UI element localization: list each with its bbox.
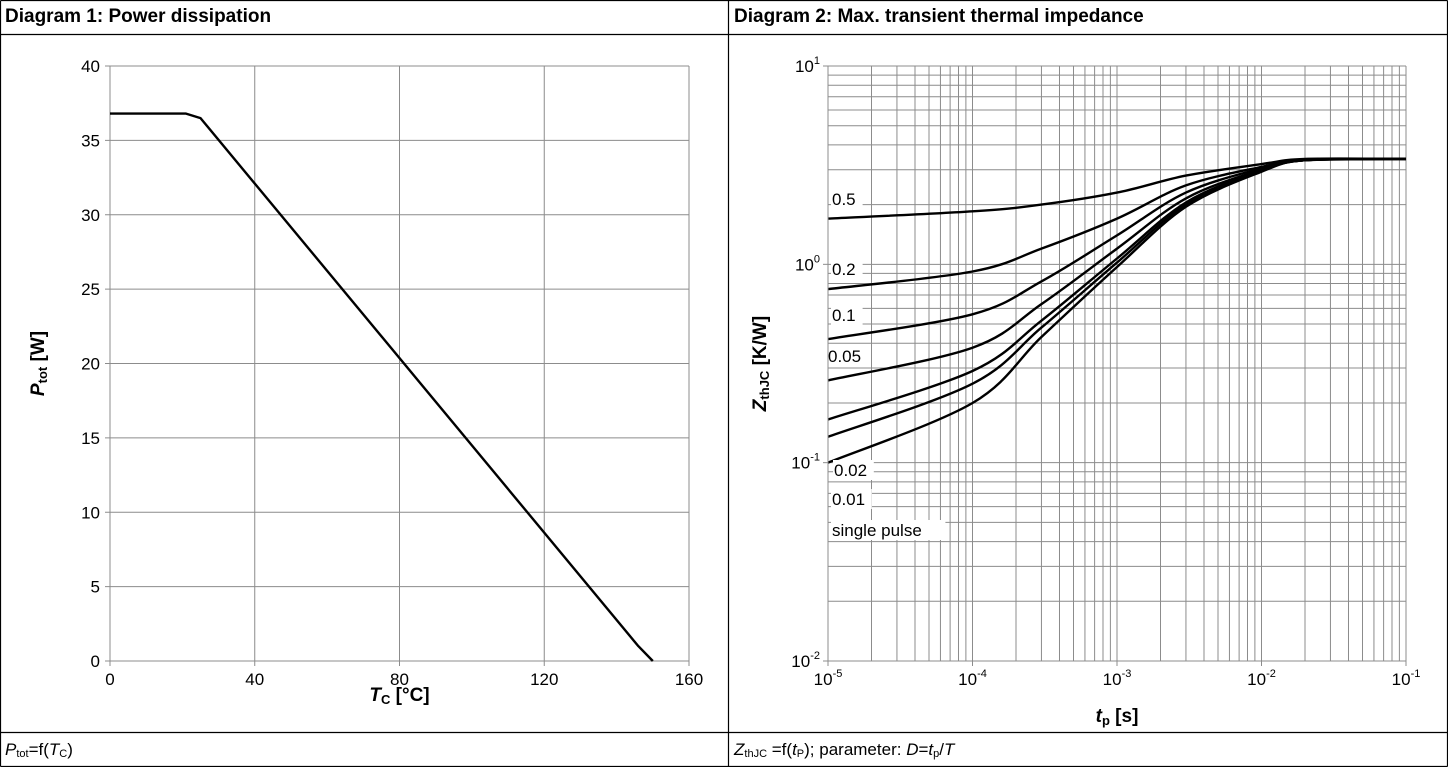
caption2-arg-sub: P [796,748,805,760]
caption2-tvar: t [928,740,934,759]
caption2-dvar: D [906,740,919,759]
chart2-xtick-label: 10-2 [1247,668,1276,689]
caption2-mid: =f( [767,740,793,759]
chart1-xtick-label: 120 [530,670,558,689]
chart1-ytick-label: 25 [81,280,100,299]
diagram2-title: Diagram 2: Max. transient thermal impeda… [734,6,1144,27]
chart2-ytick-base: 10 [795,57,814,76]
chart2-xtick-base: 10 [1103,670,1122,689]
chart2-xtick-exp: -4 [977,668,987,680]
chart2-ytick-base: 10 [795,255,814,274]
chart2-ytick-exp: 0 [814,253,820,265]
chart2-xlabel: tp [s] [1096,706,1139,728]
caption1-end: ) [67,740,73,759]
chart1-ylabel: Ptot [W] [28,331,50,396]
chart2-series-label: 0.1 [832,306,856,325]
chart2-xtick-label: 10-4 [958,668,987,689]
caption2-symbol: Z [734,740,745,759]
chart2-xtick-exp: -3 [1122,668,1132,680]
chart2-ylabel: ZthJC [K/W] [750,316,772,412]
chart2-xlabel-unit: [s] [1110,706,1139,727]
chart2-xtick-base: 10 [1392,670,1411,689]
chart1-ylabel-symbol: P [28,383,49,396]
chart1-ytick-label: 35 [81,131,100,150]
chart1-ytick-label: 40 [81,57,100,76]
chart1-ytick-label: 0 [91,652,100,671]
chart2-ytick-exp: -2 [810,650,820,662]
caption2-slash: / [939,740,944,759]
chart1-ytick-label: 20 [81,355,100,374]
chart2-xtick-base: 10 [814,670,833,689]
chart2-series-label: 0.02 [834,461,867,480]
chart2-ytick-label: 101 [795,55,820,76]
chart2-ylabel-sub: thJC [757,370,772,400]
caption1-arg: T [48,740,60,759]
chart2-ytick-label: 10-1 [791,452,820,473]
chart2-xlabel-sub: p [1102,713,1110,728]
chart1-xtick-label: 160 [675,670,703,689]
chart2-ytick-label: 100 [795,253,820,274]
chart2-xtick-label: 10-3 [1103,668,1132,689]
chart2-series-label-bg [827,346,868,366]
caption1-symbol-sub: tot [16,748,29,760]
chart1-xlabel-unit: [°C] [390,685,429,706]
chart2-series-label-bg [831,259,863,279]
chart2-series-line-6 [827,157,1407,464]
chart2-xtick-base: 10 [958,670,977,689]
chart2-ylabel-symbol: Z [750,398,771,412]
chart1-ytick-label: 5 [91,578,100,597]
chart2-series-label-bg [831,189,863,209]
chart2-series-label-bg [831,489,872,509]
diagram2-caption: ZthJC =f(tP); parameter: D=tp/T [729,733,1448,767]
caption2-symbol-sub: thJC [744,748,768,760]
chart1-series-line [110,112,654,662]
caption1-symbol: P [5,740,17,759]
chart1-ytick-label: 15 [81,429,100,448]
chart2-series-label-bg [831,520,946,540]
caption1-mid: =f( [28,740,49,759]
chart2-xtick-label: 10-5 [814,668,843,689]
chart2-series-label: 0.5 [832,190,856,209]
chart2-ylabel-unit: [K/W] [750,316,771,371]
chart2-series-label-bg [833,460,874,480]
chart2-series-line-0 [827,157,1407,220]
chart2-xtick-base: 10 [1247,670,1266,689]
chart2-ytick-exp: -1 [810,452,820,464]
chart1-xlabel: TC [°C] [369,685,429,707]
caption2-Tvar: T [944,740,955,759]
chart1-xtick-label: 0 [105,670,114,689]
caption1-arg-sub: C [59,748,68,760]
chart2-xtick-exp: -5 [833,668,843,680]
chart2-ytick-base: 10 [791,454,810,473]
chart2-series-label-bg [831,305,863,325]
chart1-ylabel-sub: tot [35,366,50,383]
chart2-xtick-label: 10-1 [1392,668,1421,689]
chart2-ytick-base: 10 [791,652,810,671]
chart2-series-label: 0.01 [832,490,865,509]
caption2-arg: t [792,740,797,759]
chart1-ytick-label: 10 [81,503,100,522]
chart1-xtick-label: 80 [390,670,409,689]
chart1-ytick-label: 30 [81,206,100,225]
chart2-series-label: single pulse [832,521,922,540]
chart1-xlabel-sub: C [381,692,391,707]
diagram1-caption: Ptot=f(TC) [0,733,728,767]
caption2-after: ); parameter: [804,740,907,759]
chart2-ytick-exp: 1 [814,55,820,67]
chart2-series-label: 0.05 [828,347,861,366]
diagram1-title: Diagram 1: Power dissipation [5,6,272,27]
chart2-xtick-exp: -2 [1266,668,1276,680]
chart2-xtick-exp: -1 [1411,668,1421,680]
chart1-ylabel-unit: [W] [28,331,49,367]
chart2-ytick-label: 10-2 [791,650,820,671]
chart2-series-label: 0.2 [832,260,856,279]
caption2-eq: = [918,740,929,759]
chart2-xlabel-symbol: t [1096,706,1103,727]
chart1-xlabel-symbol: T [369,685,382,706]
chart1-xtick-label: 40 [245,670,264,689]
caption2-tvar-sub: p [933,748,940,760]
